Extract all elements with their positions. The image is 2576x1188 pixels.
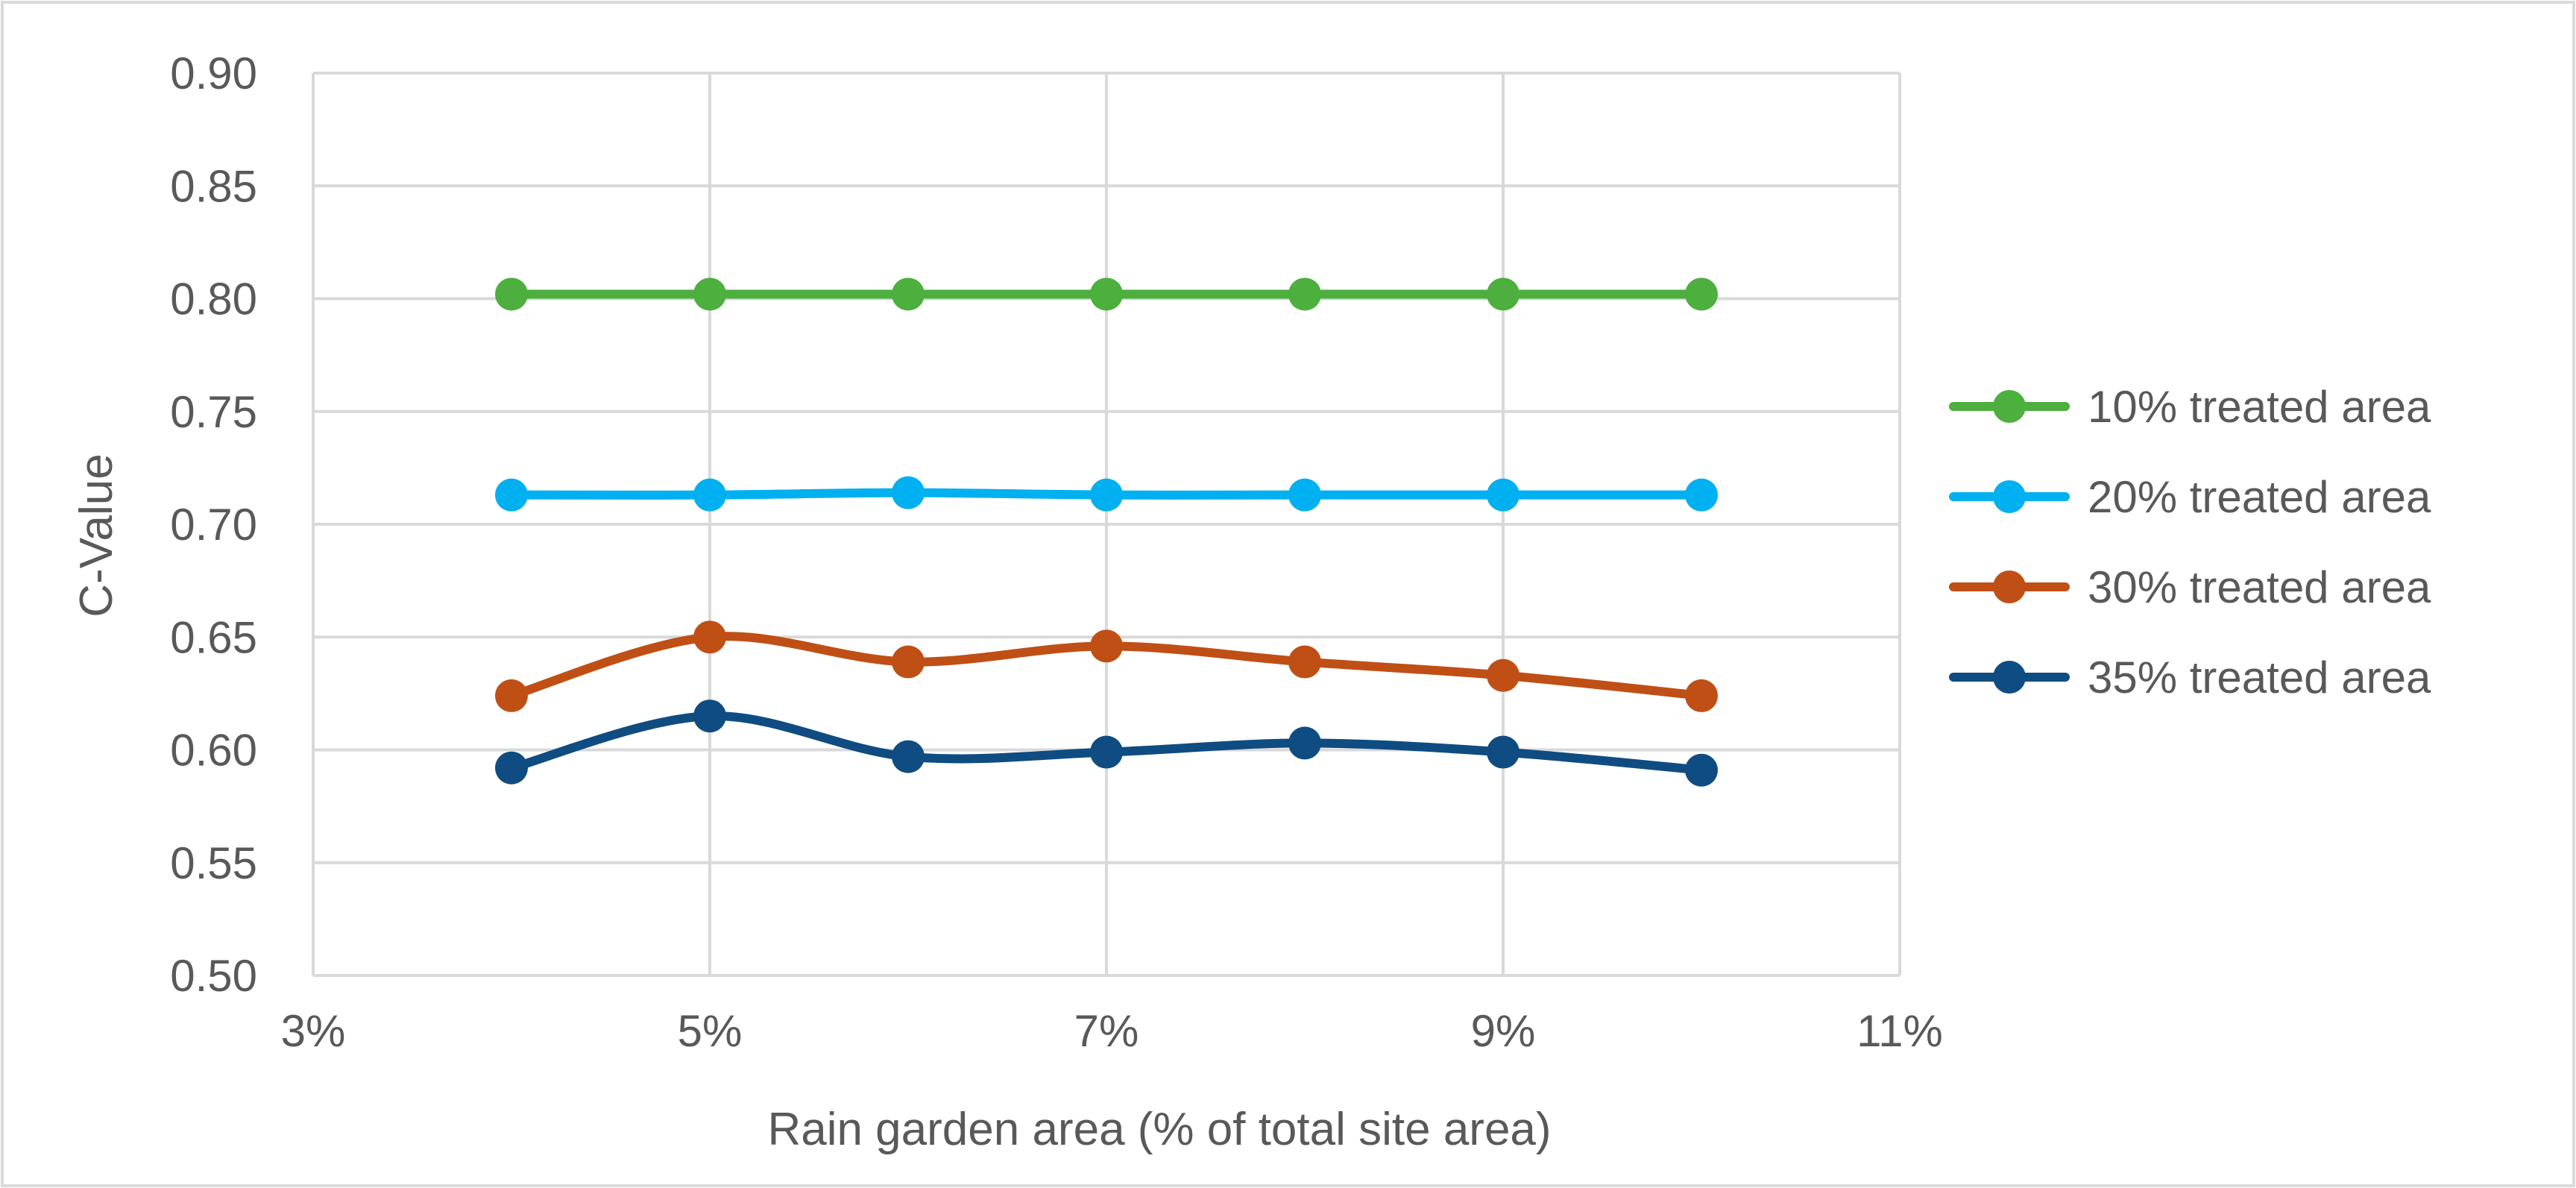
data-point xyxy=(1288,726,1321,760)
data-point xyxy=(892,740,925,773)
data-point xyxy=(495,679,528,712)
legend-marker xyxy=(1993,661,2026,694)
data-point xyxy=(1487,277,1520,311)
x-tick-label: 5% xyxy=(678,1006,743,1056)
data-point xyxy=(1487,478,1520,512)
x-axis-title: Rain garden area (% of total site area) xyxy=(767,1104,1551,1155)
data-point xyxy=(1090,629,1123,663)
y-tick-label: 0.80 xyxy=(170,274,257,324)
y-axis-title: C-Value xyxy=(71,453,122,617)
data-point xyxy=(495,277,528,311)
data-point xyxy=(1685,753,1718,787)
data-point xyxy=(1090,478,1123,512)
axes: 0.50 0.55 0.60 0.65 0.70 0.75 0.80 0.85 0.90 3% 5%… xyxy=(170,48,1943,1056)
data-point xyxy=(693,700,726,733)
x-tick-label: 9% xyxy=(1471,1006,1536,1056)
data-point xyxy=(892,645,925,679)
y-tick-label: 0.70 xyxy=(170,500,257,550)
y-tick-label: 0.90 xyxy=(170,48,257,98)
data-point xyxy=(1685,679,1718,712)
legend-marker xyxy=(1993,480,2026,513)
data-point xyxy=(1288,645,1321,679)
y-tick-label: 0.50 xyxy=(170,951,257,1001)
legend-label: 35% treated area xyxy=(2088,653,2431,703)
legend-label: 10% treated area xyxy=(2088,382,2431,432)
gridlines xyxy=(312,72,1901,977)
data-point xyxy=(1288,277,1321,311)
x-tick-label: 11% xyxy=(1857,1006,1943,1056)
y-tick-label: 0.85 xyxy=(170,161,257,211)
data-point xyxy=(1685,277,1718,311)
legend-label: 30% treated area xyxy=(2088,562,2431,612)
data-point xyxy=(693,620,726,654)
y-tick-label: 0.55 xyxy=(170,838,257,888)
legend-marker xyxy=(1993,390,2026,423)
data-point xyxy=(892,277,925,311)
data-point xyxy=(693,277,726,311)
data-point xyxy=(892,476,925,509)
y-tick-label: 0.75 xyxy=(170,387,257,437)
legend-marker xyxy=(1993,571,2026,603)
legend: 10% treated area 20% treated area 30% trea… xyxy=(1949,382,2431,703)
data-point xyxy=(495,751,528,785)
data-point xyxy=(1685,478,1718,512)
data-point xyxy=(495,478,528,512)
data-point xyxy=(1288,478,1321,512)
data-point xyxy=(693,478,726,512)
data-point xyxy=(1487,659,1520,692)
data-point xyxy=(1090,735,1123,769)
data-point xyxy=(1090,277,1123,311)
y-tick-label: 0.60 xyxy=(170,726,257,776)
data-point xyxy=(1487,735,1520,769)
legend-label: 20% treated area xyxy=(2088,472,2431,522)
x-tick-label: 7% xyxy=(1074,1006,1139,1056)
plot-series xyxy=(495,277,1718,787)
x-tick-label: 3% xyxy=(281,1006,346,1056)
y-tick-label: 0.65 xyxy=(170,612,257,662)
